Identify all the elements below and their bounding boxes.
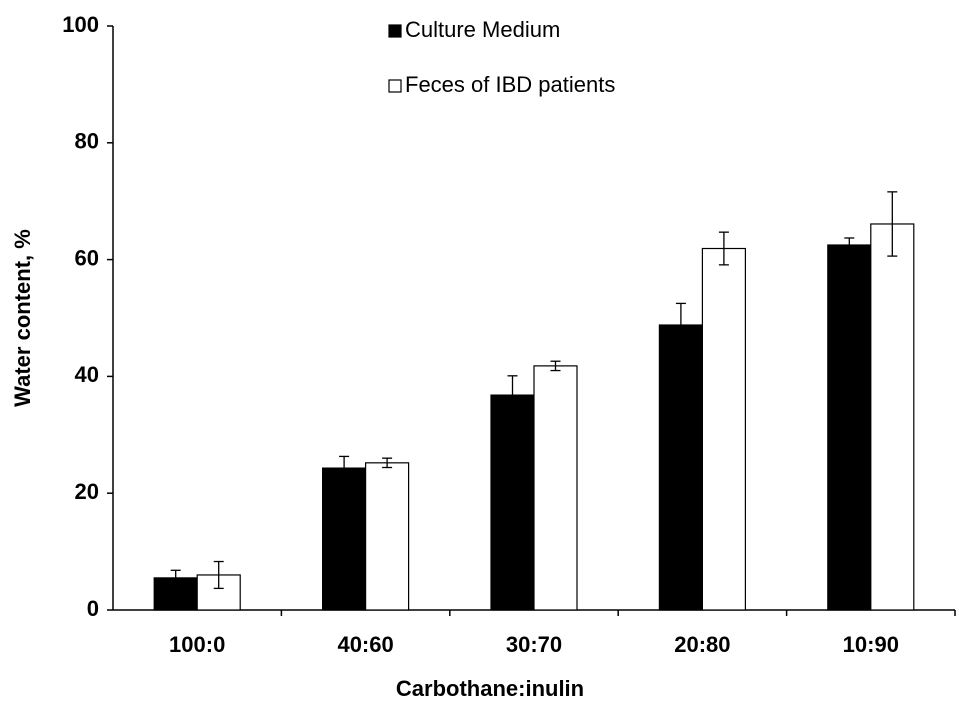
error-bar xyxy=(550,360,561,372)
error-bar xyxy=(382,457,393,469)
legend-swatch xyxy=(388,79,402,93)
x-tick-label: 100:0 xyxy=(169,632,225,657)
bar xyxy=(322,467,367,611)
bar xyxy=(827,244,872,611)
bar xyxy=(533,365,578,611)
bar xyxy=(490,394,535,611)
legend-swatch xyxy=(388,24,402,38)
bar xyxy=(701,247,747,611)
error-bar xyxy=(675,302,686,348)
error-bar xyxy=(887,191,898,257)
y-axis-label: Water content, % xyxy=(10,229,35,407)
y-tick-label: 100 xyxy=(62,12,99,37)
y-tick-label: 20 xyxy=(75,479,99,504)
error-bar xyxy=(844,237,855,253)
y-tick-label: 40 xyxy=(75,362,99,387)
y-tick-label: 80 xyxy=(75,129,99,154)
x-axis-label: Carbothane:inulin xyxy=(396,676,584,701)
y-tick-label: 0 xyxy=(87,596,99,621)
x-tick-label: 40:60 xyxy=(337,632,393,657)
bar xyxy=(365,462,410,611)
x-tick-label: 30:70 xyxy=(506,632,562,657)
legend-label: Feces of IBD patients xyxy=(405,72,615,97)
bar xyxy=(658,324,704,611)
legend-label: Culture Medium xyxy=(405,17,560,42)
y-tick-label: 60 xyxy=(75,245,99,270)
error-bar xyxy=(718,231,729,266)
error-bar xyxy=(339,455,350,481)
x-tick-label: 10:90 xyxy=(843,632,899,657)
error-bar xyxy=(213,560,224,590)
bar xyxy=(870,223,915,611)
error-bar xyxy=(170,569,181,587)
error-bar xyxy=(507,375,518,416)
x-tick-label: 20:80 xyxy=(674,632,730,657)
